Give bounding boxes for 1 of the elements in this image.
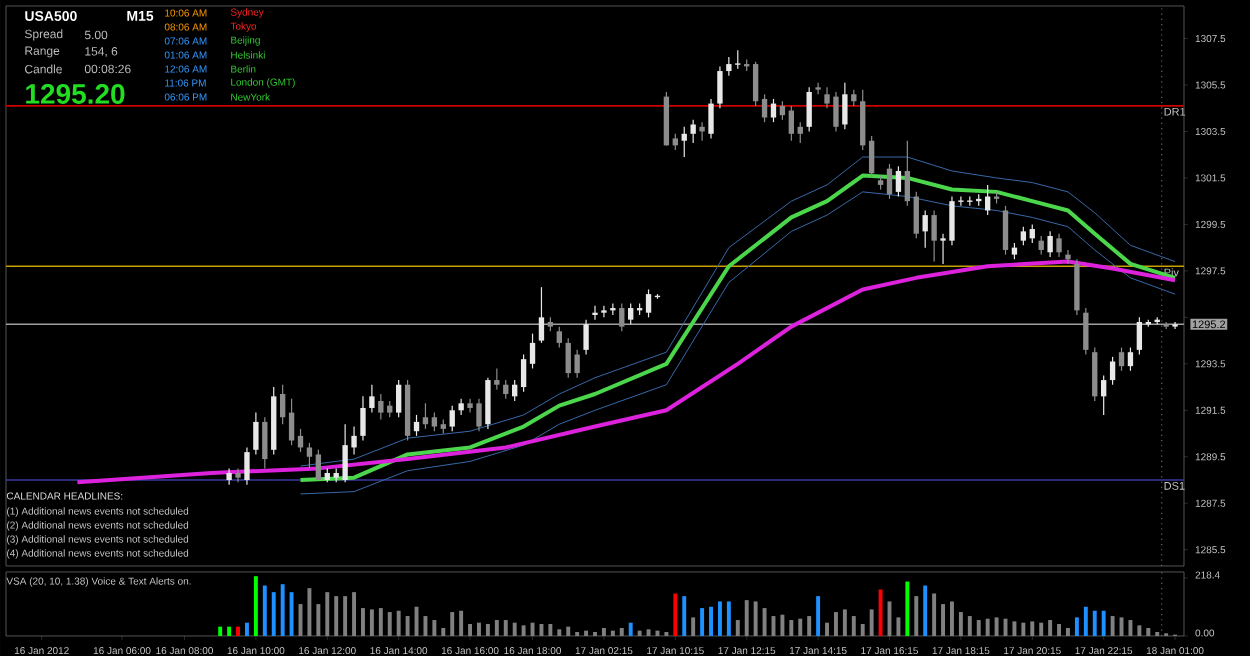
annotation: 1295.20 xyxy=(26,84,125,104)
